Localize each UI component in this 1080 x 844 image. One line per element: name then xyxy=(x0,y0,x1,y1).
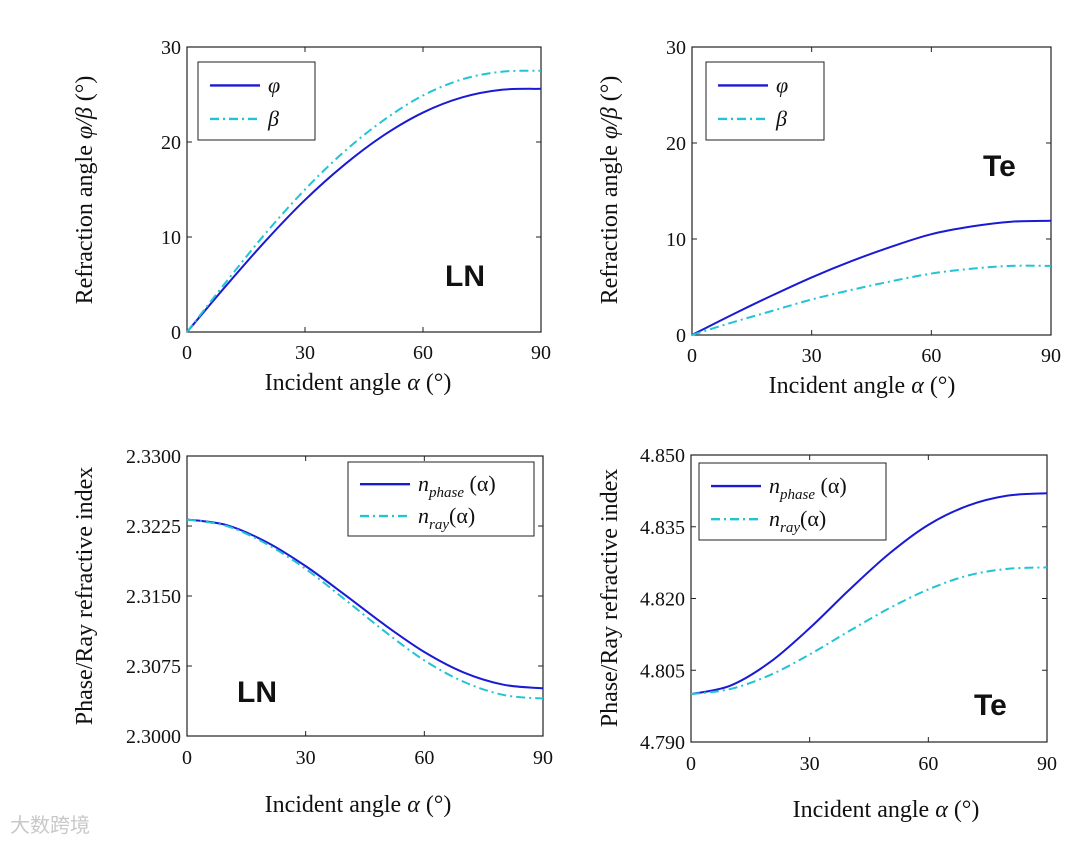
x-tick-label: 30 xyxy=(800,753,820,775)
legend-entry: nphase (α) xyxy=(418,471,496,501)
y-axis-label: Refraction angle φ/β (°) xyxy=(72,76,98,305)
legend-entry: nray(α) xyxy=(418,503,475,533)
y-axis-label: Phase/Ray refractive index xyxy=(72,467,98,726)
y-tick-label: 2.3075 xyxy=(126,656,181,678)
legend: φβ xyxy=(705,61,825,141)
material-label: Te xyxy=(974,689,1007,722)
panel-a: 0 30 60 90 0 10 20 30 Incident angle α (°) Refrac… xyxy=(72,37,551,396)
x-tick-label: 60 xyxy=(414,747,434,769)
legend-entry: β xyxy=(775,106,787,131)
y-tick-label: 2.3150 xyxy=(126,586,181,608)
material-label: LN xyxy=(445,260,485,293)
y-tick-label: 4.835 xyxy=(640,517,685,539)
x-tick-label: 60 xyxy=(921,345,941,367)
series-line-secondary xyxy=(690,566,1048,696)
x-tick-label: 90 xyxy=(531,342,551,364)
legend-entry: nray(α) xyxy=(769,506,826,536)
x-axis-label: Incident angle α (°) xyxy=(793,797,980,823)
x-tick-label: 60 xyxy=(413,342,433,364)
plot-frame xyxy=(691,46,1052,336)
material-label: Te xyxy=(983,150,1016,183)
y-tick-label: 4.820 xyxy=(640,589,685,611)
material-label: LN xyxy=(237,676,277,709)
y-tick-label: 2.3225 xyxy=(126,516,181,538)
watermark: 大数跨境 xyxy=(10,813,90,837)
x-tick-label: 90 xyxy=(533,747,553,769)
series-line-primary xyxy=(690,492,1048,696)
legend-box xyxy=(705,61,825,141)
legend-entry: β xyxy=(267,106,279,131)
legend: φβ xyxy=(197,61,316,141)
x-tick-label: 0 xyxy=(687,345,697,367)
y-tick-label: 20 xyxy=(666,133,686,155)
series-line-primary xyxy=(186,87,542,333)
legend-box xyxy=(197,61,316,141)
x-tick-label: 30 xyxy=(295,342,315,364)
plot-frame xyxy=(186,46,542,333)
y-tick-label: 0 xyxy=(171,322,181,344)
x-tick-label: 30 xyxy=(296,747,316,769)
y-tick-label: 4.790 xyxy=(640,732,685,754)
legend: nphase (α)nray(α) xyxy=(347,461,535,537)
y-axis-label: Phase/Ray refractive index xyxy=(597,469,623,728)
series-line-primary xyxy=(186,518,544,690)
panel-c: 0 30 60 90 2.3000 2.3075 2.3150 2.3225 2.3300 Inc… xyxy=(72,446,553,818)
x-tick-label: 0 xyxy=(182,342,192,364)
x-tick-label: 30 xyxy=(802,345,822,367)
panel-b: 0 30 60 90 0 10 20 30 Incident angle α (°) Refrac… xyxy=(597,37,1061,399)
x-tick-label: 90 xyxy=(1037,753,1057,775)
series-line-secondary xyxy=(186,69,542,333)
y-tick-label: 10 xyxy=(666,229,686,251)
x-tick-label: 0 xyxy=(182,747,192,769)
x-tick-label: 60 xyxy=(918,753,938,775)
x-tick-label: 90 xyxy=(1041,345,1061,367)
y-tick-label: 30 xyxy=(666,37,686,59)
legend-box xyxy=(698,462,887,541)
y-tick-label: 10 xyxy=(161,227,181,249)
x-axis-label: Incident angle α (°) xyxy=(769,373,956,399)
panel-d: 0 30 60 90 4.790 4.805 4.820 4.835 4.850 Incident… xyxy=(597,445,1057,823)
legend-entry: nphase (α) xyxy=(769,473,847,503)
y-axis-label: Refraction angle φ/β (°) xyxy=(597,76,623,305)
x-axis-label: Incident angle α (°) xyxy=(265,370,452,396)
x-tick-label: 0 xyxy=(686,753,696,775)
y-tick-label: 20 xyxy=(161,132,181,154)
legend-entry: φ xyxy=(268,72,280,97)
series-line-primary xyxy=(691,219,1052,336)
y-tick-label: 2.3300 xyxy=(126,446,181,468)
series-line-secondary xyxy=(186,518,544,700)
legend-box xyxy=(347,461,535,537)
legend-entry: φ xyxy=(776,72,788,97)
y-tick-label: 2.3000 xyxy=(126,726,181,748)
y-tick-label: 4.850 xyxy=(640,445,685,467)
y-tick-label: 30 xyxy=(161,37,181,59)
x-axis-label: Incident angle α (°) xyxy=(265,792,452,818)
y-tick-label: 4.805 xyxy=(640,660,685,682)
legend: nphase (α)nray(α) xyxy=(698,462,887,541)
y-tick-label: 0 xyxy=(676,325,686,347)
series-line-secondary xyxy=(691,264,1052,336)
